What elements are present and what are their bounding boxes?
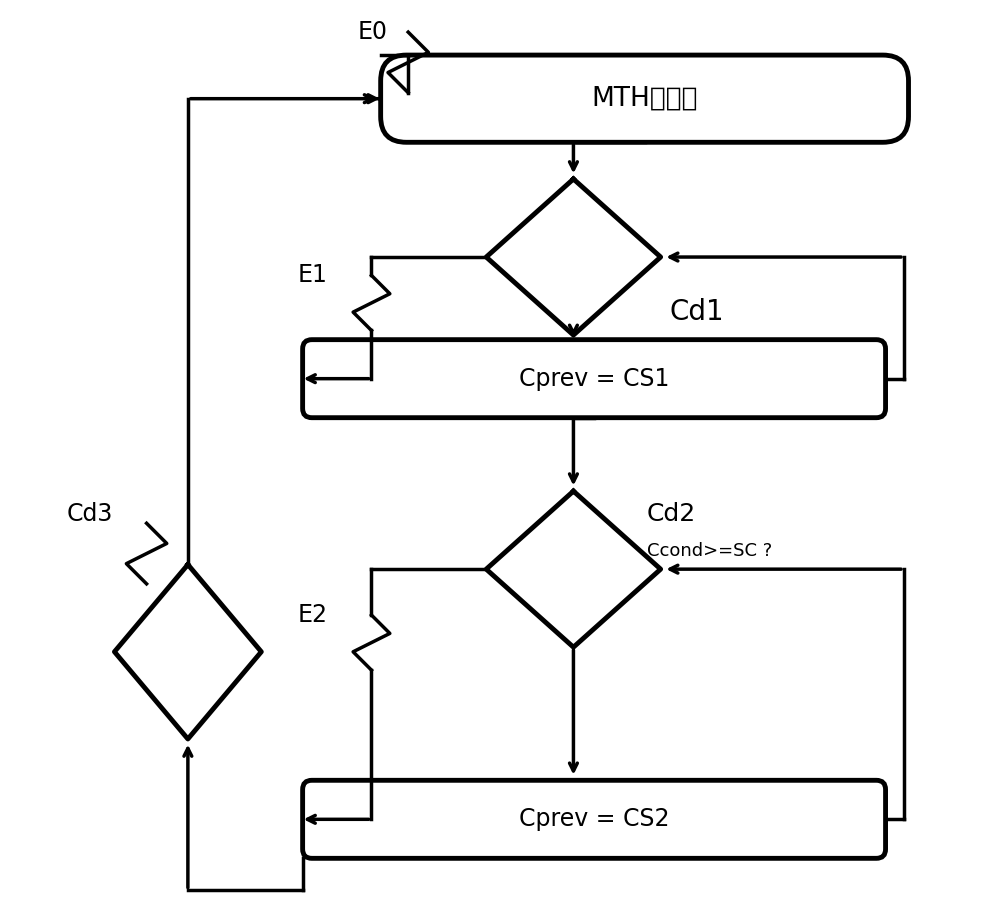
Text: Cd2: Cd2: [647, 502, 696, 526]
FancyBboxPatch shape: [381, 55, 909, 142]
FancyBboxPatch shape: [303, 780, 886, 858]
Text: Cd3: Cd3: [67, 502, 113, 526]
Polygon shape: [486, 179, 661, 335]
Text: E2: E2: [298, 603, 328, 627]
Polygon shape: [114, 565, 261, 739]
Text: MTH　停止: MTH 停止: [591, 85, 698, 112]
Text: Cd1: Cd1: [670, 298, 724, 326]
FancyBboxPatch shape: [303, 340, 886, 418]
Polygon shape: [486, 491, 661, 647]
Text: E1: E1: [298, 263, 328, 287]
Text: Ccond>=SC ?: Ccond>=SC ?: [647, 542, 772, 560]
Text: E0: E0: [358, 20, 388, 44]
Text: Cprev = CS2: Cprev = CS2: [519, 807, 669, 832]
Text: Cprev = CS1: Cprev = CS1: [519, 366, 669, 391]
